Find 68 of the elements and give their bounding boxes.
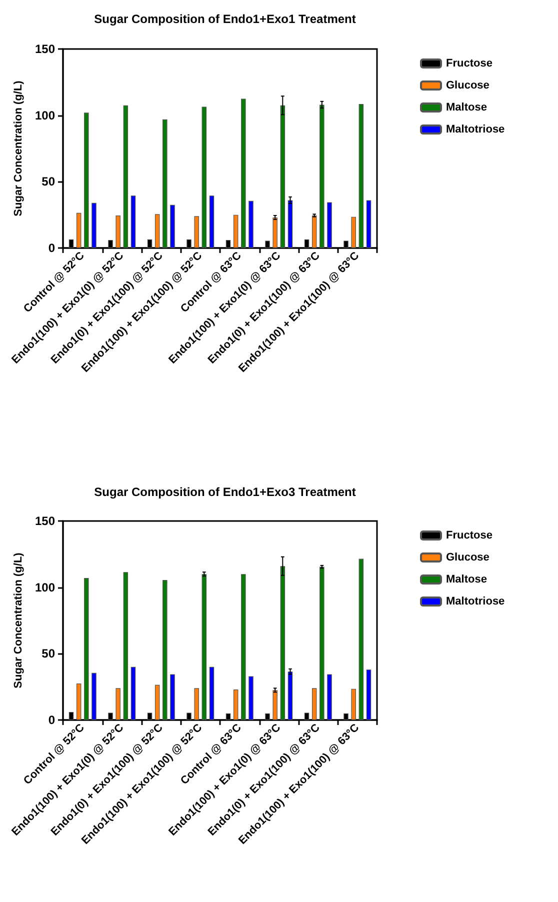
chart-title: Sugar Composition of Endo1+Exo3 Treatment bbox=[94, 485, 356, 499]
bar bbox=[154, 684, 160, 720]
bar bbox=[366, 670, 372, 720]
bar bbox=[241, 574, 246, 720]
chart-title: Sugar Composition of Endo1+Exo1 Treatment bbox=[94, 12, 356, 26]
legend-label: Maltotriose bbox=[446, 596, 505, 608]
y-axis-title: Sugar Concentration (g/L) bbox=[12, 80, 25, 216]
bar bbox=[280, 566, 286, 720]
bar bbox=[312, 215, 317, 248]
bar bbox=[154, 214, 160, 248]
bar bbox=[233, 214, 238, 248]
bar bbox=[272, 217, 278, 248]
bar bbox=[248, 676, 254, 720]
y-tick-label: 100 bbox=[34, 580, 56, 594]
bar bbox=[84, 112, 89, 248]
legend-label: Glucose bbox=[446, 552, 490, 564]
legend-label: Maltotriose bbox=[446, 124, 505, 136]
legend-label: Glucose bbox=[446, 80, 490, 92]
bar bbox=[170, 204, 175, 248]
bar bbox=[162, 119, 168, 248]
bar bbox=[170, 674, 175, 720]
bar bbox=[358, 558, 364, 720]
bar bbox=[288, 200, 293, 248]
y-tick-label: 0 bbox=[48, 241, 56, 255]
legend-label: Fructose bbox=[446, 58, 492, 70]
y-tick-label: 150 bbox=[34, 42, 56, 56]
y-tick-label: 50 bbox=[42, 646, 56, 661]
legend-label: Fructose bbox=[446, 530, 492, 542]
bar bbox=[312, 688, 317, 720]
bar bbox=[320, 104, 324, 248]
bar bbox=[327, 202, 332, 248]
bar bbox=[358, 104, 364, 248]
bar bbox=[202, 574, 207, 720]
bar bbox=[248, 200, 254, 248]
y-tick-label: 100 bbox=[34, 108, 56, 122]
bar bbox=[241, 98, 246, 248]
y-tick-label: 50 bbox=[42, 174, 56, 189]
bar bbox=[76, 684, 82, 720]
bar bbox=[280, 105, 286, 248]
bar bbox=[130, 196, 136, 248]
bar bbox=[209, 196, 214, 248]
bar bbox=[288, 672, 293, 720]
bar bbox=[351, 216, 356, 248]
bar bbox=[130, 666, 136, 720]
bar bbox=[92, 202, 96, 248]
bar bbox=[116, 215, 120, 248]
bar bbox=[194, 688, 199, 720]
bar bbox=[202, 106, 207, 248]
bar bbox=[366, 200, 372, 248]
y-axis-title: Sugar Concentration (g/L) bbox=[12, 552, 25, 688]
legend-label: Maltose bbox=[446, 574, 487, 586]
bar bbox=[272, 690, 278, 720]
bar bbox=[320, 566, 324, 720]
bar bbox=[84, 578, 89, 720]
bar bbox=[116, 688, 120, 720]
y-tick-label: 150 bbox=[34, 514, 56, 528]
bar bbox=[162, 580, 168, 720]
bar bbox=[92, 672, 96, 720]
bar bbox=[351, 688, 356, 720]
bar bbox=[76, 212, 82, 248]
bar bbox=[209, 666, 214, 720]
bar bbox=[327, 674, 332, 720]
bar bbox=[233, 689, 238, 720]
legend-label: Maltose bbox=[446, 102, 487, 114]
y-tick-label: 0 bbox=[48, 713, 56, 727]
bar bbox=[123, 105, 128, 248]
bar bbox=[194, 216, 199, 248]
bar bbox=[123, 572, 128, 720]
